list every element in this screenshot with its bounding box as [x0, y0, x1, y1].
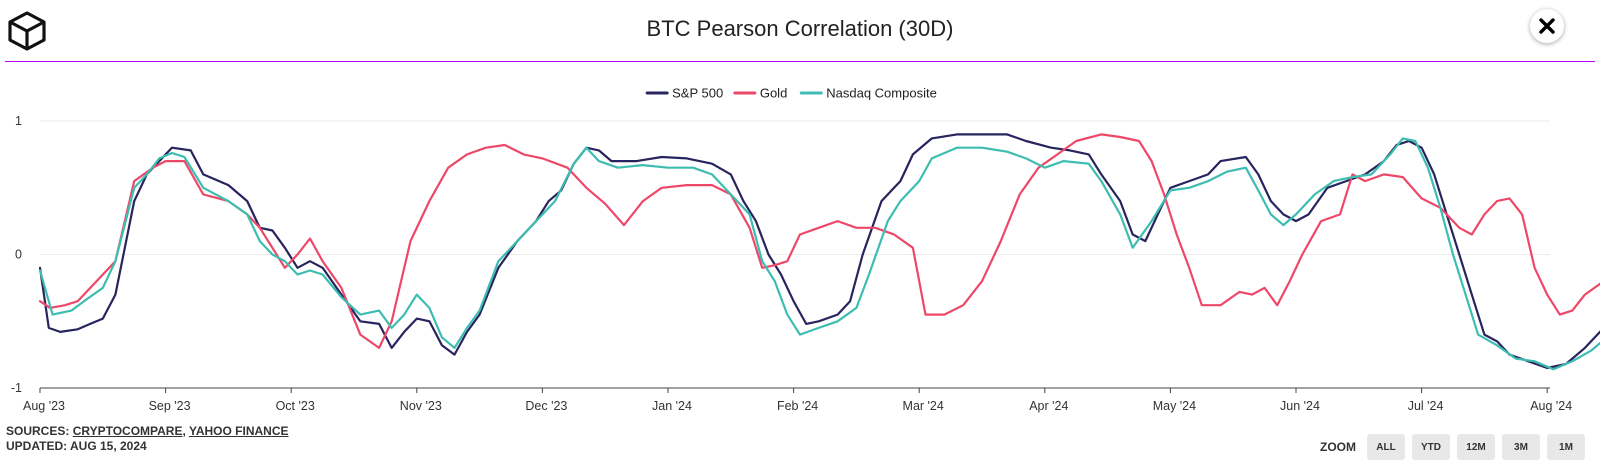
x-tick-label: Aug '23: [23, 399, 65, 413]
legend-item-1[interactable]: Gold: [733, 86, 787, 101]
legend: S&P 500 Gold Nasdaq Composite: [645, 86, 937, 101]
y-tick-label: -1: [11, 381, 22, 395]
x-tick-label: Aug '24: [1530, 399, 1572, 413]
x-tick-label: Apr '24: [1029, 399, 1068, 413]
x-tick-label: Oct '23: [276, 399, 315, 413]
zoom-all-button[interactable]: ALL: [1367, 434, 1405, 460]
zoom-ytd-button[interactable]: YTD: [1412, 434, 1450, 460]
legend-item-2[interactable]: Nasdaq Composite: [799, 86, 937, 101]
cube-logo-icon[interactable]: [6, 10, 48, 52]
legend-label: S&P 500: [672, 86, 723, 101]
series-line-2[interactable]: [38, 137, 1600, 371]
x-tick-label: Nov '23: [400, 399, 442, 413]
legend-item-0[interactable]: S&P 500: [645, 86, 723, 101]
correlation-chart: S&P 500 Gold Nasdaq Composite 1 0 -1 Aug '23…: [0, 62, 1600, 422]
x-tick-label: Sep '23: [149, 399, 191, 413]
x-tick-label: May '24: [1153, 399, 1196, 413]
y-tick-label: 0: [15, 248, 22, 262]
close-button[interactable]: [1530, 9, 1564, 43]
y-axis: 1 0 -1: [11, 114, 22, 395]
x-tick-label: Jun '24: [1280, 399, 1320, 413]
source-link-cryptocompare[interactable]: CRYPTOCOMPARE: [72, 424, 183, 438]
zoom-12m-button[interactable]: 12M: [1457, 434, 1495, 460]
x-tick-label: Dec '23: [525, 399, 567, 413]
x-tick-label: Jan '24: [652, 399, 692, 413]
y-tick-label: 1: [15, 114, 22, 128]
page-title: BTC Pearson Correlation (30D): [646, 16, 954, 41]
chart-svg: S&P 500 Gold Nasdaq Composite 1 0 -1 Aug '23…: [11, 86, 1600, 413]
zoom-3m-button[interactable]: 3M: [1502, 434, 1540, 460]
x-axis: Aug '23 Sep '23 Oct '23 Nov '23 Dec '23 Jan '…: [23, 388, 1572, 413]
sources-separator: ,: [182, 424, 189, 438]
x-tick-label: Feb '24: [777, 399, 818, 413]
series-lines: [38, 133, 1600, 371]
series-line-0[interactable]: [38, 133, 1600, 370]
sources-text: SOURCES: CRYPTOCOMPARE, YAHOO FINANCE UP…: [6, 424, 289, 454]
legend-label: Gold: [760, 86, 787, 101]
grid: [40, 120, 1550, 389]
updated-date: UPDATED: AUG 15, 2024: [6, 439, 147, 453]
source-link-yahoo-finance[interactable]: YAHOO FINANCE: [188, 424, 289, 438]
zoom-1m-button[interactable]: 1M: [1547, 434, 1585, 460]
sources-prefix: SOURCES:: [6, 424, 73, 438]
header: BTC Pearson Correlation (30D): [0, 0, 1600, 62]
x-tick-label: Jul '24: [1408, 399, 1444, 413]
series-line-1[interactable]: [38, 133, 1600, 349]
zoom-controls: ZOOM ALL YTD 12M 3M 1M: [1320, 434, 1585, 460]
x-tick-label: Mar '24: [903, 399, 944, 413]
close-icon: [1539, 18, 1555, 34]
legend-label: Nasdaq Composite: [826, 86, 937, 101]
header-divider: [5, 61, 1595, 62]
zoom-label: ZOOM: [1320, 440, 1356, 454]
